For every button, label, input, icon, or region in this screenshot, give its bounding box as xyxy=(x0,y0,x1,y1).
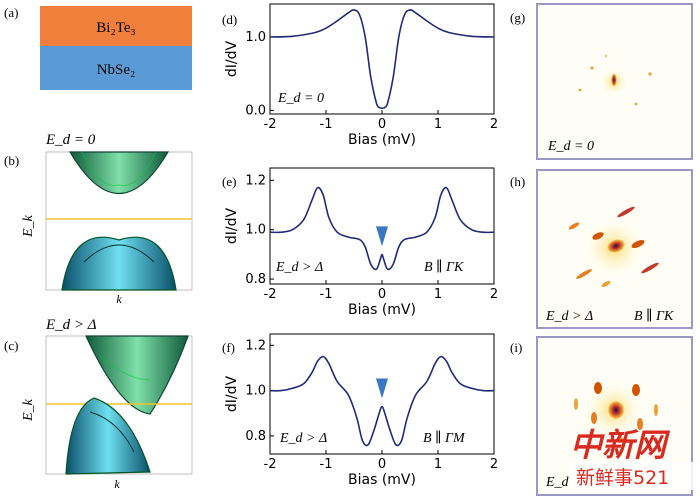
spectrum-chart-e: -2 -1 0 1 2 0.8 1.0 1.2 Bias (mV) dI/dV xyxy=(224,167,498,318)
x-tick-label: -1 xyxy=(320,457,333,472)
x-tick-label: -2 xyxy=(264,117,277,132)
x-tick-label: 1 xyxy=(434,287,442,302)
fft-h-caption-right: B ∥ ΓK xyxy=(634,308,674,324)
band-b-ylabel: E_k xyxy=(21,214,36,238)
nbse2-label: NbSe₂ xyxy=(97,62,136,78)
dIdV-curve xyxy=(269,9,495,109)
x-tick-label: -1 xyxy=(320,117,333,132)
watermark-subtitle: 新鲜事521 xyxy=(576,467,669,489)
valence-band-c xyxy=(65,397,151,475)
fft-spots-h xyxy=(568,206,659,288)
zero-bias-peak-marker xyxy=(376,226,388,247)
bi2te3-layer xyxy=(40,6,192,46)
chart-d-annotation: E_d = 0 xyxy=(277,91,324,106)
watermark: 中新网 新鲜事521 xyxy=(570,426,694,490)
x-tick-label: 0 xyxy=(378,287,386,302)
y-tick-label: 1.0 xyxy=(245,30,266,45)
watermark-logo: 中新网 xyxy=(570,426,671,464)
conduction-band-c xyxy=(85,335,189,415)
chart-f-annotation-left: E_d > Δ xyxy=(279,431,327,446)
fft-spots-g xyxy=(578,54,652,106)
fft-h-caption-left: E_d > Δ xyxy=(545,309,593,324)
x-axis-label: Bias (mV) xyxy=(348,132,416,148)
fft-map-g xyxy=(536,3,693,160)
y-tick-label: 1.2 xyxy=(245,338,266,353)
x-tick-label: -2 xyxy=(264,457,277,472)
band-diagram-c xyxy=(45,335,193,475)
watermark-banner xyxy=(570,462,694,490)
band-c-title: E_d > Δ xyxy=(45,317,97,333)
panel-label-f: (f) xyxy=(222,340,235,355)
chart-e-annotation-right: B ∥ ΓK xyxy=(424,259,464,275)
spectrum-chart-d: -2 -1 0 1 2 0.0 1.0 Bias (mV) dI/dV xyxy=(224,3,498,148)
band-c-ylabel: E_k xyxy=(21,398,36,422)
fft-spots-i xyxy=(574,380,658,443)
panel-label-d: (d) xyxy=(222,12,237,27)
band-b-xlabel: k xyxy=(116,292,122,306)
panel-label-c: (c) xyxy=(4,338,18,353)
panel-label-g: (g) xyxy=(510,10,525,25)
zero-bias-peak-marker xyxy=(376,378,388,399)
x-tick-label: 0 xyxy=(378,457,386,472)
y-axis-label: dI/dV xyxy=(224,375,240,412)
nbse2-layer xyxy=(40,46,192,90)
y-tick-label: 0.8 xyxy=(245,272,266,287)
fft-g-caption: E_d = 0 xyxy=(547,139,594,154)
y-tick-label: 0.0 xyxy=(245,103,266,118)
band-b-title: E_d = 0 xyxy=(45,132,96,148)
fft-i-caption-left: E_d xyxy=(545,475,570,490)
y-tick-label: 1.0 xyxy=(245,384,266,399)
valence-band-b xyxy=(61,236,177,291)
panel-label-a: (a) xyxy=(4,5,18,20)
x-tick-label: 2 xyxy=(490,457,498,472)
y-tick-label: 0.8 xyxy=(245,429,266,444)
spectrum-chart-f: -2 -1 0 1 2 0.8 1.0 1.2 Bias (mV) dI/dV xyxy=(224,333,498,488)
bi2te3-label: Bi₂Te₃ xyxy=(96,20,135,36)
band-c-xlabel: k xyxy=(114,477,120,491)
panel-label-e: (e) xyxy=(222,174,236,189)
x-axis-label: Bias (mV) xyxy=(348,472,416,488)
x-tick-label: 1 xyxy=(434,457,442,472)
panel-label-b: (b) xyxy=(4,153,19,168)
chart-f-annotation-right: B ∥ ΓM xyxy=(423,430,466,446)
panel-label-h: (h) xyxy=(510,174,525,189)
x-tick-label: -1 xyxy=(320,287,333,302)
x-axis-label: Bias (mV) xyxy=(348,302,416,318)
dIdV-curve xyxy=(269,186,495,271)
x-tick-label: 0 xyxy=(378,117,386,132)
conduction-band-b xyxy=(68,151,170,194)
x-tick-label: 2 xyxy=(490,117,498,132)
band-diagram-b xyxy=(45,151,193,291)
panel-label-i: (i) xyxy=(510,340,522,355)
x-tick-label: 2 xyxy=(490,287,498,302)
y-tick-label: 1.2 xyxy=(245,173,266,188)
chart-e-annotation-left: E_d > Δ xyxy=(275,260,323,275)
y-axis-label: dI/dV xyxy=(224,40,240,77)
y-axis-label: dI/dV xyxy=(224,207,240,244)
x-tick-label: 1 xyxy=(434,117,442,132)
x-tick-label: -2 xyxy=(264,287,277,302)
dIdV-curve xyxy=(269,355,495,447)
y-tick-label: 1.0 xyxy=(245,223,266,238)
